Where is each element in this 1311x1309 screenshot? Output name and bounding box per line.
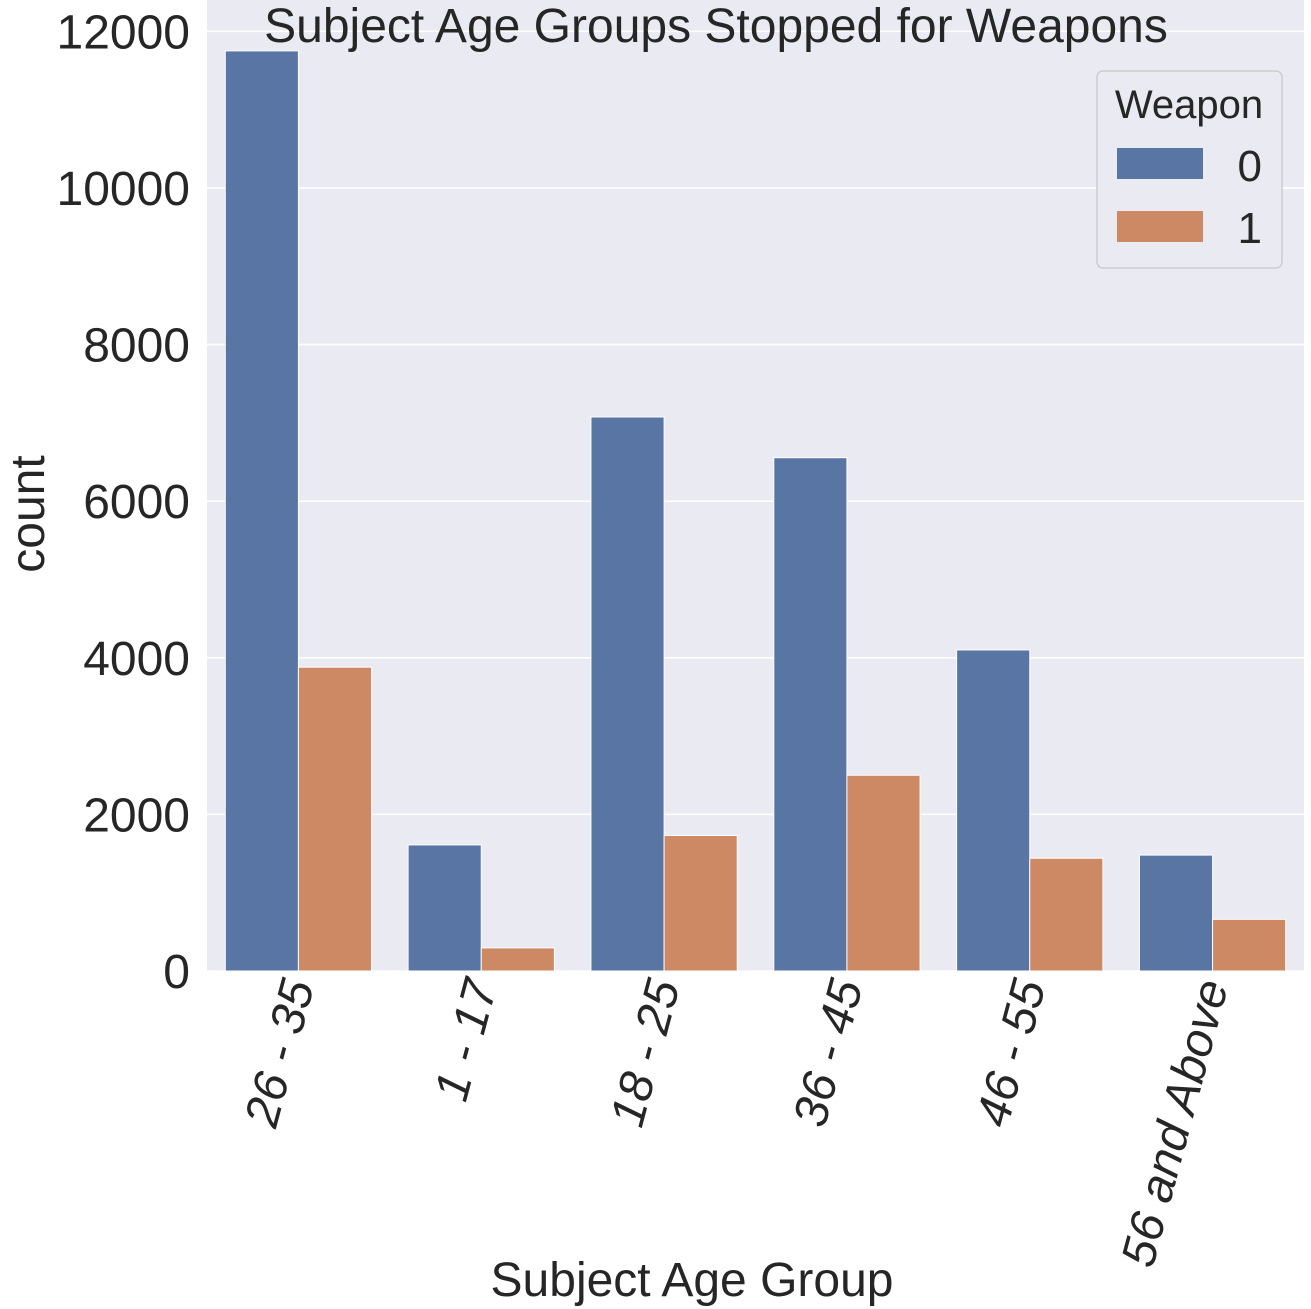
bar-series-1-56andAbove: [1212, 918, 1287, 972]
bar-series-0-1-17: [407, 844, 482, 972]
bar-series-1-36-45: [846, 774, 921, 972]
legend-title: Weapon: [1115, 83, 1263, 127]
y-tick-label: 2000: [83, 789, 190, 842]
legend: Weapon 0 1: [1096, 70, 1283, 269]
legend-label-0: 0: [1238, 142, 1262, 191]
bar-series-0-46-55: [956, 649, 1031, 972]
bar-series-0-36-45: [773, 457, 848, 972]
y-tick-label: 12000: [57, 6, 190, 59]
legend-swatch-1: [1117, 211, 1203, 242]
bar-series-1-26-35: [297, 666, 373, 972]
bar-series-0-56andAbove: [1138, 854, 1214, 972]
bars: [224, 50, 1287, 972]
bar-series-1-18-25: [663, 835, 738, 972]
y-tick-labels: 0 2000 4000 6000 8000 10000 12000: [57, 6, 190, 999]
bar-series-0-18-25: [590, 416, 665, 972]
legend-swatch-0: [1117, 148, 1203, 179]
y-tick-label: 6000: [83, 476, 190, 529]
bar-series-0-26-35: [224, 50, 299, 972]
bar-series-1-1-17: [480, 947, 555, 972]
chart-title: Subject Age Groups Stopped for Weapons: [264, 0, 1168, 53]
legend-label-1: 1: [1238, 204, 1262, 253]
y-tick-label: 4000: [83, 633, 190, 686]
y-axis-label: count: [2, 455, 55, 572]
bar-series-1-46-55: [1029, 857, 1104, 972]
y-tick-label: 0: [163, 946, 190, 999]
y-tick-label: 10000: [57, 163, 190, 216]
x-axis-label: Subject Age Group: [491, 1254, 894, 1307]
y-tick-label: 8000: [83, 320, 190, 373]
